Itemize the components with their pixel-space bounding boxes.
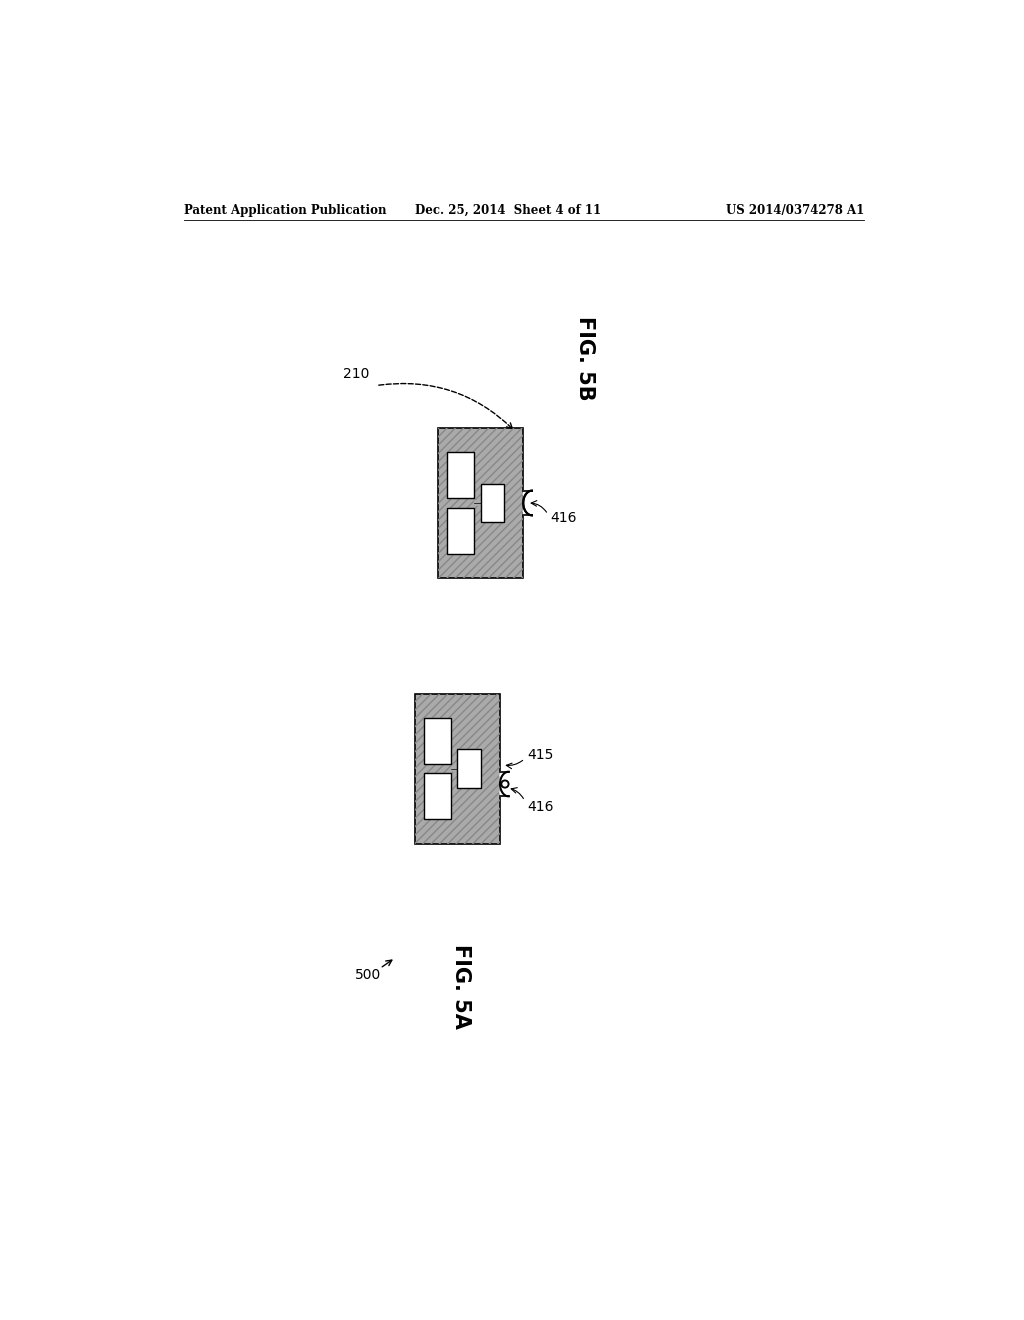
Bar bbox=[480, 483, 504, 523]
Bar bbox=[438, 428, 523, 578]
Bar bbox=[447, 453, 474, 499]
Text: US 2014/0374278 A1: US 2014/0374278 A1 bbox=[726, 205, 864, 218]
Bar bbox=[424, 718, 452, 764]
Text: Patent Application Publication: Patent Application Publication bbox=[183, 205, 386, 218]
Text: 210: 210 bbox=[343, 367, 370, 381]
Circle shape bbox=[501, 780, 509, 788]
Bar bbox=[438, 428, 523, 578]
Bar bbox=[415, 693, 500, 843]
Bar bbox=[424, 774, 452, 820]
Text: FIG. 5B: FIG. 5B bbox=[575, 317, 595, 401]
Bar bbox=[458, 750, 480, 788]
Text: 416: 416 bbox=[550, 511, 577, 525]
Bar bbox=[447, 508, 474, 554]
Text: 415: 415 bbox=[527, 747, 554, 762]
Circle shape bbox=[503, 781, 507, 785]
Text: 500: 500 bbox=[355, 968, 381, 982]
Text: Dec. 25, 2014  Sheet 4 of 11: Dec. 25, 2014 Sheet 4 of 11 bbox=[415, 205, 601, 218]
Bar bbox=[415, 693, 500, 843]
Polygon shape bbox=[500, 772, 509, 796]
Text: FIG. 5A: FIG. 5A bbox=[452, 944, 471, 1028]
Polygon shape bbox=[523, 491, 531, 515]
Text: 416: 416 bbox=[527, 800, 554, 814]
